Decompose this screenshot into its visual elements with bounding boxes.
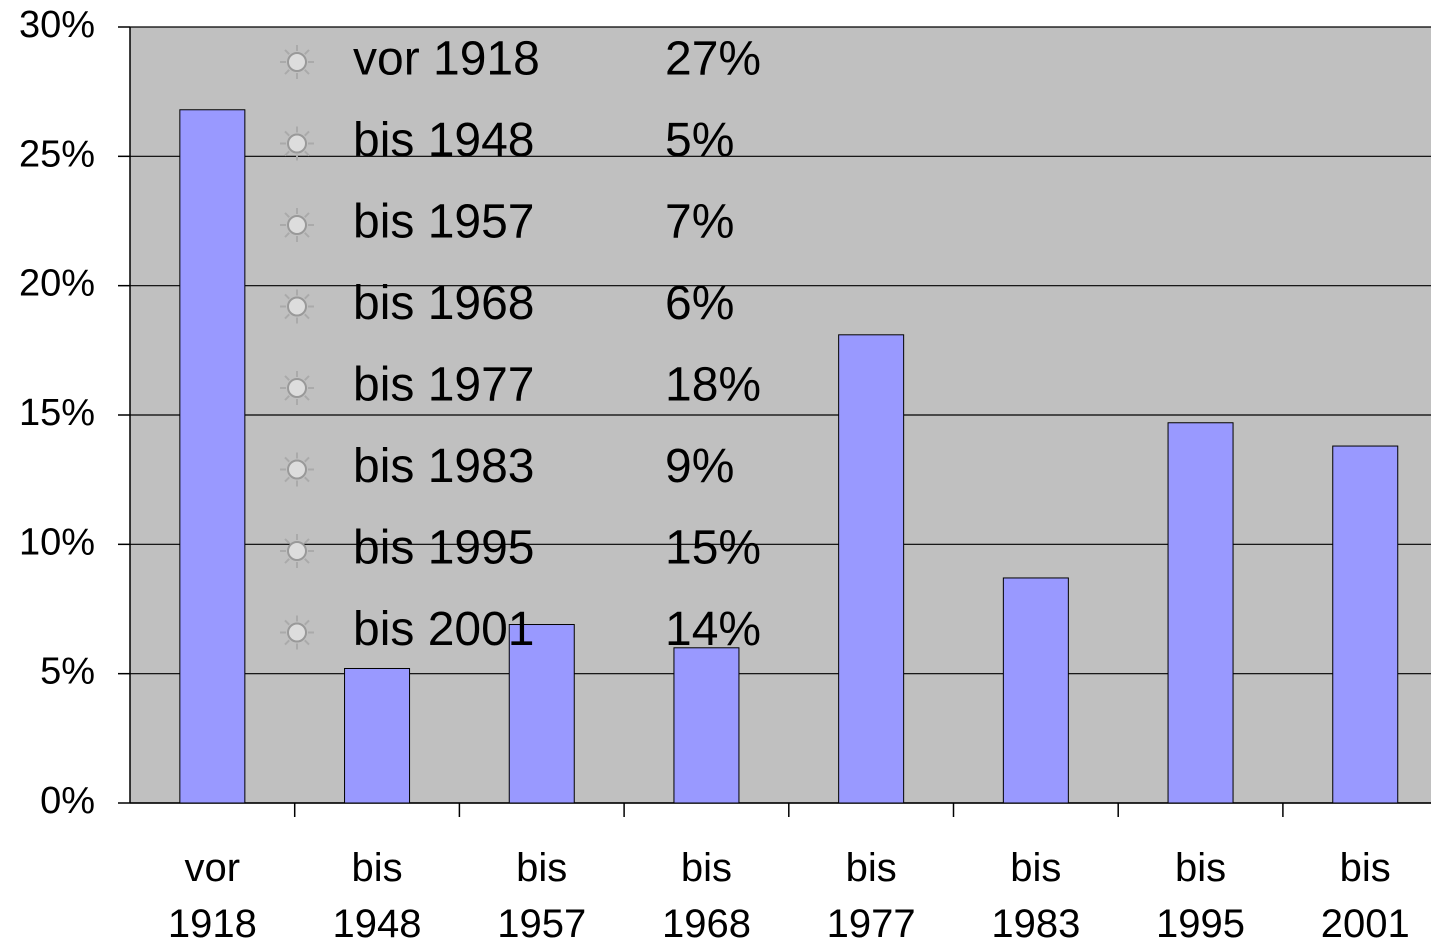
y-tick-label: 25%	[19, 133, 95, 175]
legend-icon-ray	[304, 476, 310, 483]
x-tick-label: bis 2001	[1321, 846, 1410, 946]
legend-icon-ray	[284, 639, 290, 646]
legend-icon-ray	[284, 49, 290, 55]
y-tick-label: 0%	[40, 780, 95, 822]
annotation-value: 7%	[665, 196, 734, 249]
annotation-label: bis 1968	[353, 277, 534, 330]
x-tick-label: bis 1948	[333, 846, 422, 946]
annotation-value: 9%	[665, 440, 734, 493]
legend-icon-ray	[284, 395, 290, 401]
legend-icon-ray	[304, 212, 310, 218]
legend-icon-ray	[304, 456, 310, 463]
legend-icon-ray	[284, 476, 290, 483]
annotation-value: 27%	[665, 33, 761, 86]
bar	[1167, 422, 1234, 804]
legend-icon-ray	[304, 619, 310, 626]
legend-icon-ray	[284, 232, 290, 238]
bar	[179, 109, 246, 804]
legend-icon-ray	[304, 150, 310, 157]
legend-icon	[280, 208, 314, 242]
legend-icon	[280, 615, 314, 650]
legend-icon-ray	[304, 639, 310, 646]
x-tick-label: bis 1983	[991, 846, 1080, 946]
annotation-label: vor 1918	[353, 33, 540, 86]
bar	[344, 667, 411, 804]
x-tick-label: bis 1977	[827, 846, 916, 946]
legend-icon-ray	[284, 538, 290, 544]
annotation-label: bis 1995	[353, 522, 534, 575]
legend-icon-ray	[284, 212, 290, 218]
legend-icon-sun	[287, 133, 307, 154]
annotation-label: bis 1977	[353, 359, 534, 412]
annotation-value: 15%	[665, 522, 761, 575]
x-tick-label: bis 1957	[497, 846, 586, 946]
legend-icon-ray	[284, 313, 290, 320]
y-tick-label: 30%	[19, 4, 95, 46]
bar	[673, 647, 740, 804]
legend-icon-ray	[304, 130, 310, 137]
legend-icon-ray	[284, 150, 290, 157]
y-tick-label: 15%	[19, 392, 95, 434]
legend-icon-ray	[304, 69, 310, 75]
annotation-label: bis 1957	[353, 196, 534, 249]
annotation-label: bis 1983	[353, 440, 534, 493]
legend-icon-ray	[284, 456, 290, 463]
legend-icon-ray	[284, 69, 290, 75]
y-tick-label: 5%	[40, 651, 95, 693]
legend-icon-sun	[287, 541, 307, 561]
bar	[1002, 577, 1069, 804]
annotation-value: 5%	[665, 114, 734, 167]
legend-icon-sun	[287, 622, 307, 643]
annotation-value: 14%	[665, 603, 761, 656]
legend-icon	[280, 371, 314, 405]
annotation-value: 6%	[665, 277, 734, 330]
legend-icon-ray	[284, 558, 290, 564]
legend-icon-ray	[304, 395, 310, 401]
bar	[838, 334, 905, 804]
x-tick-label: vor 1918	[168, 846, 257, 946]
annotation-label: bis 2001	[353, 603, 534, 656]
legend-icon	[280, 534, 314, 568]
bar	[1332, 445, 1399, 804]
legend-icon-ray	[304, 538, 310, 544]
legend-icon-ray	[284, 619, 290, 626]
legend-icon	[280, 289, 314, 324]
legend-icon-ray	[304, 293, 310, 300]
legend-icon-sun	[287, 215, 307, 235]
legend-icon-ray	[304, 49, 310, 55]
legend-icon-ray	[304, 232, 310, 238]
legend-icon-ray	[284, 130, 290, 137]
annotation-label: bis 1948	[353, 114, 534, 167]
legend-icon-ray	[284, 293, 290, 300]
y-tick-label: 20%	[19, 263, 95, 305]
x-tick-label: bis 1995	[1156, 846, 1245, 946]
legend-icon	[280, 126, 314, 161]
legend-icon-sun	[287, 459, 307, 480]
legend-icon	[280, 45, 314, 79]
legend-icon-sun	[287, 378, 307, 398]
bar	[508, 624, 575, 804]
legend-icon-sun	[287, 296, 307, 317]
legend-icon-ray	[284, 375, 290, 381]
annotation-value: 18%	[665, 359, 761, 412]
y-tick-label: 10%	[19, 521, 95, 563]
legend-icon-sun	[287, 52, 307, 72]
legend-icon-ray	[304, 558, 310, 564]
legend-icon-ray	[304, 375, 310, 381]
legend-icon	[280, 452, 314, 487]
x-tick-label: bis 1968	[662, 846, 751, 946]
legend-icon-ray	[304, 313, 310, 320]
